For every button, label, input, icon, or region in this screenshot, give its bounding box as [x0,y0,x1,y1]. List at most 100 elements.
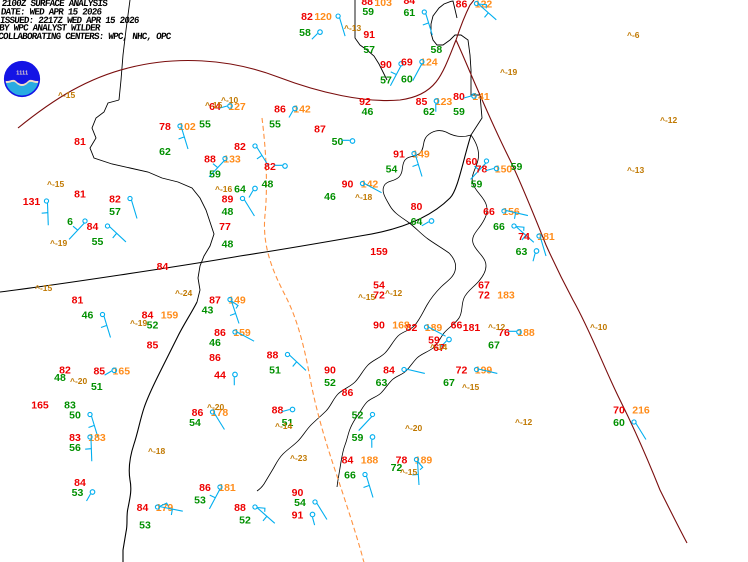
svg-text:58: 58 [299,27,311,39]
svg-text:52: 52 [147,320,159,332]
svg-text:^-24: ^-24 [175,288,193,298]
svg-text:55: 55 [199,119,211,131]
svg-text:69: 69 [401,57,413,69]
svg-text:89: 89 [222,194,234,206]
svg-text:52: 52 [324,377,336,389]
svg-text:102: 102 [178,121,196,133]
svg-text:133: 133 [223,154,241,166]
svg-text:63: 63 [516,246,528,258]
svg-text:52: 52 [352,410,364,422]
svg-text:^-20: ^-20 [70,376,88,386]
svg-text:88: 88 [234,502,246,514]
svg-text:60: 60 [401,73,413,85]
svg-text:181: 181 [463,322,481,334]
svg-text:86: 86 [456,0,468,11]
svg-text:59: 59 [453,106,465,118]
svg-text:70: 70 [613,405,625,417]
svg-text:^-20: ^-20 [405,423,423,433]
svg-text:141: 141 [472,91,490,103]
svg-text:55: 55 [269,119,281,131]
svg-text:^-15: ^-15 [58,90,76,100]
svg-text:^-14: ^-14 [275,421,293,431]
svg-text:80: 80 [411,201,423,213]
svg-text:165: 165 [31,400,49,412]
svg-text:66: 66 [451,320,463,332]
svg-text:50: 50 [332,136,344,148]
svg-text:85: 85 [147,340,159,352]
svg-text:82: 82 [301,11,313,23]
svg-text:^-19: ^-19 [130,318,148,328]
svg-text:64: 64 [411,216,423,228]
svg-text:66: 66 [344,470,356,482]
svg-text:87: 87 [314,124,326,136]
svg-text:67: 67 [488,340,500,352]
svg-text:57: 57 [380,74,392,86]
svg-text:84: 84 [137,502,149,514]
svg-text:159: 159 [233,327,251,339]
svg-text:82: 82 [264,161,276,173]
svg-text:^-13: ^-13 [344,23,362,33]
svg-text:46: 46 [324,191,336,203]
svg-text:^-15: ^-15 [462,382,480,392]
svg-text:84: 84 [403,0,415,7]
svg-text:159: 159 [370,246,388,258]
svg-text:142: 142 [361,179,379,191]
svg-text:^-20: ^-20 [207,402,225,412]
svg-text:63: 63 [376,377,388,389]
svg-text:78: 78 [476,164,488,176]
svg-text:57: 57 [363,44,375,56]
svg-text:46: 46 [362,106,374,118]
svg-text:^-15: ^-15 [400,467,418,477]
svg-text:84: 84 [383,365,395,377]
svg-text:^-13: ^-13 [627,165,645,175]
svg-text:81: 81 [74,189,86,201]
svg-text:59: 59 [471,179,483,191]
svg-text:6: 6 [67,216,73,228]
svg-text:168: 168 [392,320,410,332]
svg-text:^-12: ^-12 [385,288,403,298]
svg-text:58: 58 [431,44,443,56]
svg-text:61: 61 [403,7,415,19]
svg-text:62: 62 [159,146,171,158]
svg-text:67: 67 [478,280,490,292]
svg-text:80: 80 [453,91,465,103]
svg-text:^-19: ^-19 [500,67,518,77]
svg-text:84: 84 [87,221,99,233]
svg-text:189: 189 [425,322,443,334]
svg-text:86: 86 [199,482,211,494]
svg-text:53: 53 [72,487,84,499]
svg-text:91: 91 [292,510,304,522]
svg-text:181: 181 [537,231,555,243]
svg-text:54: 54 [189,417,201,429]
svg-text:^-10: ^-10 [221,95,239,105]
svg-text:^-15: ^-15 [35,283,53,293]
svg-text:48: 48 [262,179,274,191]
svg-text:43: 43 [202,305,214,317]
svg-text:78: 78 [159,121,171,133]
svg-text:181: 181 [218,482,236,494]
svg-text:188: 188 [517,327,535,339]
svg-text:81: 81 [74,136,86,148]
svg-text:82: 82 [234,141,246,153]
svg-text:88: 88 [267,350,279,362]
svg-text:77: 77 [219,221,231,233]
svg-text:165: 165 [113,365,131,377]
svg-text:54: 54 [294,497,306,509]
svg-text:84: 84 [157,261,169,273]
svg-text:66: 66 [493,221,505,233]
svg-text:57: 57 [109,206,121,218]
svg-text:^-18: ^-18 [148,446,166,456]
svg-text:46: 46 [82,310,94,322]
svg-text:64: 64 [234,184,246,196]
svg-text:^-12: ^-12 [515,417,533,427]
svg-text:131: 131 [23,196,41,208]
svg-text:82: 82 [109,194,121,206]
svg-text:59: 59 [352,432,364,444]
svg-text:149: 149 [412,149,430,161]
svg-text:53: 53 [139,520,151,532]
svg-text:^-12: ^-12 [488,322,506,332]
svg-text:48: 48 [222,239,234,251]
svg-text:123: 123 [435,96,453,108]
svg-text:^-14: ^-14 [430,342,448,352]
svg-text:^-12: ^-12 [660,115,678,125]
